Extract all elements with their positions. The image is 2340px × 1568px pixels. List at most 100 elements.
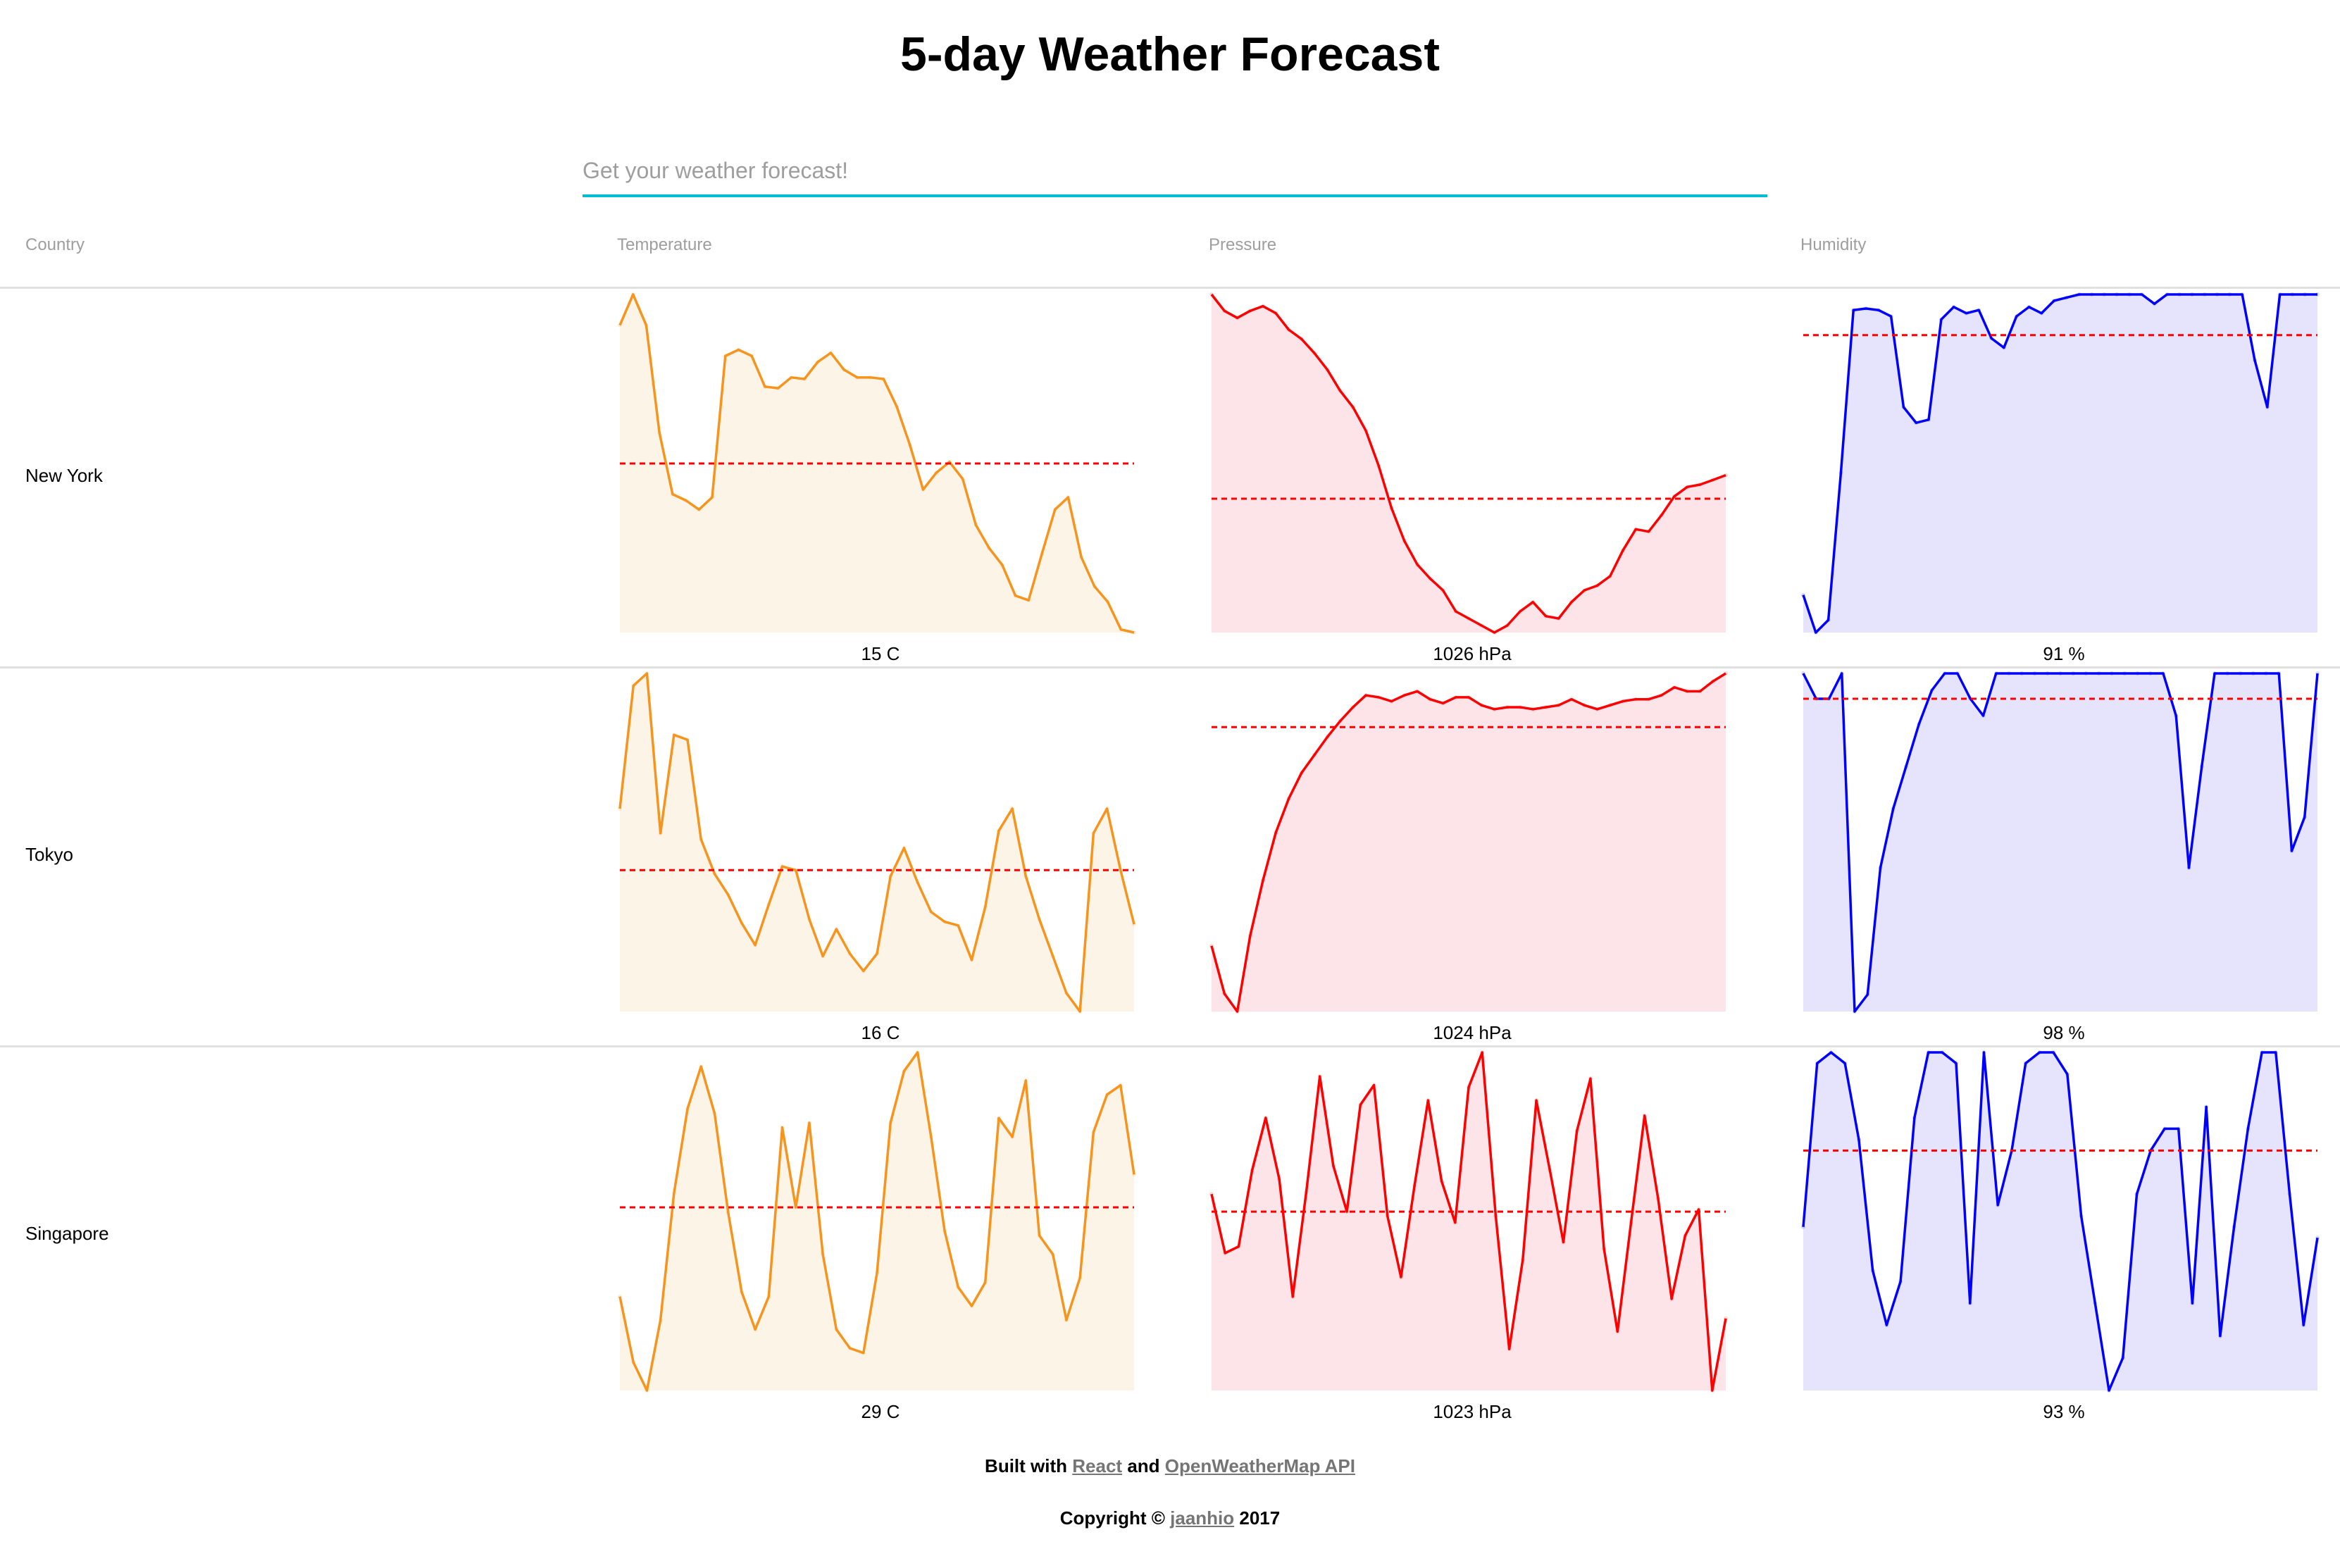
pressure-point [1467,695,1471,699]
pressure-point [1350,405,1355,409]
pressure-point [1312,351,1317,356]
humidity-point [2052,298,2057,303]
temperature-point [1132,1172,1136,1177]
pressure-point [1277,1176,1282,1181]
humidity-point [1912,1115,1917,1120]
humidity-point [2232,1224,2236,1229]
humidity-point [1891,807,1896,811]
temperature-point [888,874,893,878]
temperature-point [699,1064,704,1069]
temperature-line [618,1051,1135,1392]
pressure-point [1480,1050,1485,1054]
react-link[interactable]: React [1072,1455,1123,1476]
humidity-point [2202,292,2207,297]
temperature-point [960,476,965,481]
temperature-point [753,1327,758,1332]
pressure-point [1371,1083,1376,1088]
humidity-point [1940,1050,1945,1054]
pressure-point [1607,574,1612,578]
humidity-point [1904,764,1908,769]
humidity-point [1996,1202,2000,1207]
temperature-point [915,1050,920,1054]
pressure-point [1520,1257,1525,1262]
temperature-point [828,350,833,355]
temperature-point [712,871,717,876]
humidity-point [1981,1050,1986,1054]
temperature-point [1039,552,1044,556]
temperature-point [1052,507,1057,512]
humidity-point [1843,1061,1848,1066]
openweathermap-link[interactable]: OpenWeatherMap API [1164,1455,1355,1476]
temperature-point [762,384,767,389]
pressure-point [1505,623,1510,628]
pressure-point [1505,705,1510,709]
pressure-point [1209,1192,1214,1197]
author-link[interactable]: jaanhio [1170,1507,1235,1529]
pressure-point [1317,1074,1322,1079]
column-header-humidity: Humidity [1800,235,1867,254]
humidity-point [1951,304,1956,309]
humidity-point [1864,306,1869,311]
pressure-point [1312,752,1317,757]
pressure-point [1621,548,1625,553]
humidity-area [1803,1052,2317,1390]
humidity-point [2014,314,2019,319]
humidity-point [2023,1061,2028,1066]
temperature-point [875,1271,879,1276]
humidity-point [1929,688,1934,692]
humidity-point [1914,421,1919,425]
temperature-point [645,671,649,676]
pressure-point [1531,599,1536,604]
pressure-point [1426,1098,1431,1103]
pressure-point [1607,703,1612,708]
page-title: 5-day Weather Forecast [900,27,1440,81]
pressure-area [1212,1052,1726,1390]
humidity-point [1801,1224,1805,1229]
pressure-point [1345,1209,1350,1214]
temperature-point [915,880,920,885]
temperature-point [1119,627,1124,632]
pressure-point [1453,695,1458,699]
pressure-point [1261,304,1265,309]
temperature-point [1118,1083,1123,1088]
pressure-point [1710,478,1715,483]
pressure-point [1415,689,1419,694]
temperature-point [658,1318,663,1322]
temperature-point [861,1350,866,1355]
temperature-point [1104,807,1109,811]
pressure-point [1556,616,1561,621]
temperature-sparkline [618,292,1136,635]
humidity-point [2189,292,2194,297]
pressure-point [1646,529,1651,534]
humidity-point [2093,1301,2098,1306]
temperature-point [821,1252,826,1257]
temperature-point [1050,954,1055,959]
search-input[interactable] [583,149,1767,192]
humidity-point [2139,292,2144,297]
pressure-point [1398,1274,1403,1279]
pressure-point [1358,1102,1363,1107]
humidity-point [2302,815,2307,819]
temperature-point [1037,1233,1042,1238]
temperature-point [881,377,886,381]
temperature-point [739,1290,744,1294]
pressure-point [1698,483,1703,487]
pressure-point [1235,316,1240,321]
humidity-average-label: 91 % [2043,643,2085,664]
temperature-point [842,367,847,372]
search-field[interactable] [583,149,1767,197]
pressure-point [1364,428,1368,433]
pressure-point [1467,616,1471,621]
humidity-point [2227,292,2232,297]
pressure-point [1440,588,1445,592]
pressure-point [1531,707,1536,711]
humidity-point [2225,671,2230,676]
pressure-point [1250,1168,1255,1173]
pressure-point [1247,309,1252,313]
pressure-point [1376,695,1381,699]
temperature-point [739,921,744,926]
humidity-point [2162,1126,2167,1131]
pressure-point [1724,473,1728,478]
pressure-point [1602,1246,1607,1251]
temperature-point [821,954,826,959]
